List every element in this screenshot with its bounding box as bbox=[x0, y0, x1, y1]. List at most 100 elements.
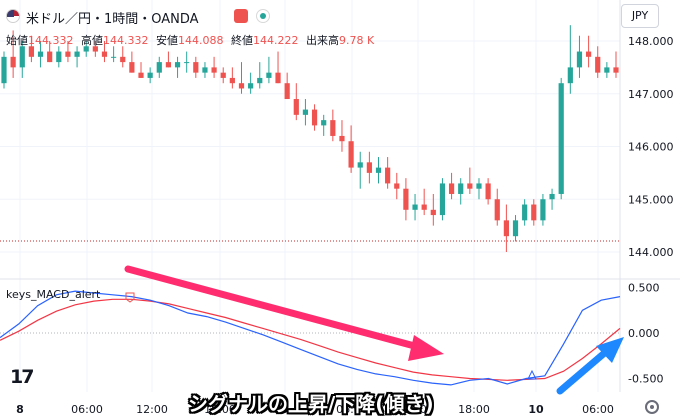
candle-body bbox=[412, 204, 418, 210]
macd-tick-label: -0.500 bbox=[628, 373, 663, 386]
candle-body bbox=[111, 56, 117, 58]
candle-body bbox=[421, 204, 427, 210]
signal-line bbox=[0, 298, 621, 381]
time-tick-label: 10 bbox=[528, 403, 544, 416]
price-tick-label: 147.000 bbox=[628, 88, 674, 101]
candle-body bbox=[330, 120, 336, 136]
candle-body bbox=[531, 204, 537, 221]
candle-body bbox=[293, 99, 299, 115]
low-label: 安値 bbox=[156, 34, 178, 47]
annotation-arrow-down bbox=[124, 265, 444, 361]
candle-body bbox=[248, 83, 254, 89]
volume-label: 出来高 bbox=[306, 34, 339, 47]
time-tick-label: 12:00 bbox=[136, 403, 168, 416]
us-flag-icon bbox=[6, 9, 20, 23]
candle-body bbox=[138, 72, 144, 78]
candle-body bbox=[485, 183, 491, 200]
candle-body bbox=[394, 183, 400, 189]
candle-body bbox=[613, 67, 619, 73]
candle-body bbox=[522, 204, 528, 221]
time-tick-label: 06:00 bbox=[582, 403, 614, 416]
low-value: 144.088 bbox=[178, 34, 224, 47]
candle-body bbox=[549, 193, 555, 200]
candle-body bbox=[567, 67, 573, 84]
grid-layer bbox=[0, 0, 620, 392]
open-value: 144.332 bbox=[28, 34, 74, 47]
candle-body bbox=[184, 62, 190, 64]
candle-body bbox=[311, 109, 318, 126]
candle-body bbox=[101, 51, 108, 57]
candle-body bbox=[348, 141, 354, 168]
candle-body bbox=[503, 220, 509, 237]
candle-body bbox=[47, 51, 53, 63]
high-value: 144.332 bbox=[103, 34, 149, 47]
symbol-title[interactable]: 米ドル／円・1時間・OANDA bbox=[26, 12, 199, 27]
caption-text: シグナルの上昇/下降(傾き) bbox=[188, 392, 434, 416]
candle-body bbox=[211, 67, 217, 73]
candle-body bbox=[193, 62, 199, 73]
candle-body bbox=[540, 199, 546, 221]
candles-layer bbox=[1, 25, 619, 252]
tradingview-logo-icon[interactable]: 17 bbox=[10, 366, 34, 388]
annotation-arrow-up bbox=[556, 337, 624, 395]
candle-body bbox=[448, 183, 455, 194]
currency-button[interactable]: JPY bbox=[621, 4, 659, 28]
candle-body bbox=[476, 183, 482, 189]
candle-body bbox=[156, 62, 162, 73]
price-tick-label: 146.000 bbox=[628, 141, 674, 154]
price-axis: 148.000 147.000 146.000 145.000 144.000 0.500… bbox=[628, 35, 674, 386]
gear-icon[interactable] bbox=[645, 400, 659, 414]
time-tick-label: 18:00 bbox=[458, 403, 490, 416]
alert-marker-buy bbox=[527, 369, 537, 380]
candle-body bbox=[439, 183, 446, 216]
candle-body bbox=[357, 162, 363, 168]
candle-body bbox=[229, 77, 235, 84]
candle-body bbox=[37, 51, 44, 57]
candle-body bbox=[74, 51, 80, 57]
high-label: 高値 bbox=[81, 34, 103, 47]
data-status-icon[interactable] bbox=[256, 9, 270, 23]
candle-body bbox=[576, 51, 583, 68]
market-closed-icon[interactable] bbox=[234, 9, 248, 23]
candle-body bbox=[238, 83, 245, 89]
time-tick-label: 9 bbox=[281, 403, 289, 416]
candle-body bbox=[512, 220, 519, 237]
time-tick-label: 12:00 bbox=[402, 403, 434, 416]
candle-body bbox=[220, 72, 226, 78]
candle-body bbox=[19, 46, 25, 68]
candle-body bbox=[430, 209, 436, 216]
candle-body bbox=[56, 51, 62, 63]
candle-body bbox=[202, 67, 208, 73]
candle-body bbox=[494, 199, 500, 221]
volume-value: 9.78 K bbox=[339, 34, 375, 47]
macd-tick-label: 0.000 bbox=[628, 327, 660, 340]
candle-body bbox=[266, 72, 272, 78]
time-tick-label: 06:00 bbox=[71, 403, 103, 416]
time-tick-label: 8 bbox=[16, 403, 24, 416]
candle-body bbox=[28, 46, 35, 57]
time-tick-label: 06:00 bbox=[336, 403, 368, 416]
candle-body bbox=[375, 167, 382, 173]
candle-body bbox=[120, 56, 126, 63]
indicator-title[interactable]: keys_MACD_alert bbox=[6, 288, 101, 301]
ohlc-legend: 始値144.332 高値144.332 安値144.088 終値144.222 … bbox=[6, 32, 378, 48]
alert-marker-sell bbox=[125, 292, 135, 303]
candle-body bbox=[467, 183, 473, 189]
macd-line bbox=[0, 290, 621, 386]
candle-body bbox=[65, 51, 71, 57]
price-tick-label: 145.000 bbox=[628, 193, 674, 206]
candle-body bbox=[595, 56, 601, 73]
open-label: 始値 bbox=[6, 34, 28, 47]
price-tick-label: 148.000 bbox=[628, 35, 674, 48]
candle-body bbox=[1, 56, 7, 84]
macd-tick-label: 0.500 bbox=[628, 282, 660, 295]
price-tick-label: 144.000 bbox=[628, 246, 674, 259]
candle-body bbox=[174, 62, 181, 68]
candle-body bbox=[604, 67, 610, 73]
candle-body bbox=[275, 72, 281, 84]
candle-body bbox=[257, 77, 263, 84]
candle-body bbox=[385, 167, 391, 184]
candle-body bbox=[10, 56, 16, 68]
time-tick-label: 18:00 bbox=[204, 403, 236, 416]
